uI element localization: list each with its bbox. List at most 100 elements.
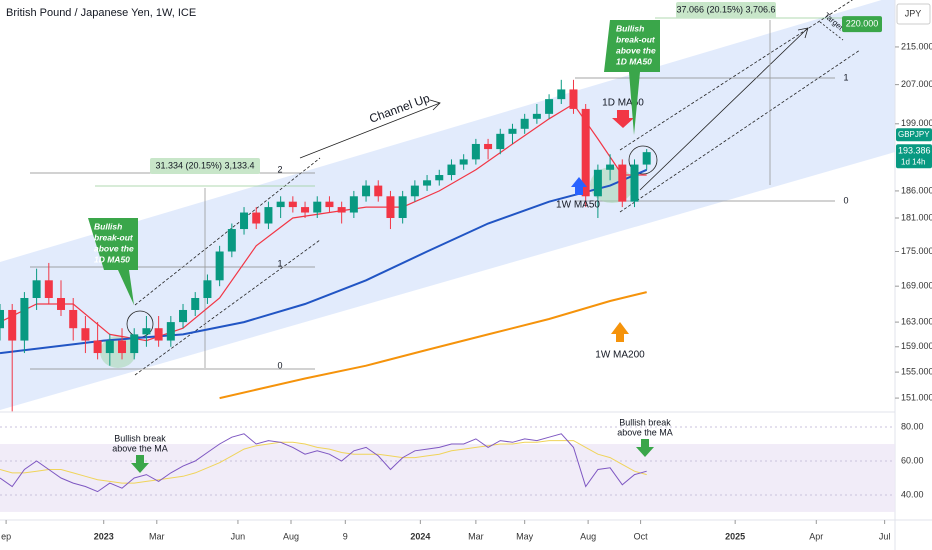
arrow-up	[611, 322, 629, 342]
candle-body	[349, 196, 358, 213]
candle-body	[252, 212, 261, 224]
y-tick-label: 186.000	[901, 185, 932, 195]
candle-body	[288, 201, 297, 208]
candle-body	[313, 201, 322, 213]
candle-body	[325, 201, 334, 208]
candle-body	[447, 164, 456, 176]
candle-body	[435, 175, 444, 181]
candle-body	[227, 229, 236, 252]
target-price: 220.000	[846, 18, 879, 28]
rsi-note: Bullish break	[619, 417, 671, 427]
candle-body	[0, 309, 4, 329]
candle-body	[215, 251, 224, 281]
x-tick-label: Aug	[580, 531, 596, 541]
x-tick-label: 2023	[94, 531, 114, 541]
fib-label: 2	[277, 164, 282, 174]
measure-label: 31.334 (20.15%) 3,133.4	[155, 160, 254, 170]
rsi-tick-label: 80.00	[901, 421, 924, 431]
channel-line	[619, 0, 853, 151]
chart-title: British Pound / Japanese Yen, 1W, ICE	[6, 7, 196, 19]
candle-body	[508, 128, 517, 134]
y-tick-label: 159.000	[901, 341, 932, 351]
ma-line	[0, 103, 647, 342]
callout-text: break-out	[94, 232, 134, 242]
fib-label: 1	[277, 258, 282, 268]
callout-text: break-out	[616, 34, 656, 44]
candle-body	[569, 89, 578, 109]
annotation: 1D MA50	[602, 98, 644, 109]
measure-box	[676, 2, 776, 18]
candle-body	[386, 196, 395, 219]
rsi-line	[0, 433, 647, 493]
rsi-note: Bullish break	[114, 433, 166, 443]
y-tick-label: 155.000	[901, 366, 932, 376]
x-tick-label: May	[516, 531, 534, 541]
candle-body	[276, 201, 285, 208]
candle-body	[520, 118, 529, 129]
candle-body	[130, 334, 139, 354]
candle-body	[410, 185, 419, 197]
x-tick-label: 2024	[410, 531, 430, 541]
candle-body	[459, 159, 468, 165]
candle-body	[32, 280, 41, 299]
arrow-head	[429, 99, 441, 111]
measure-box	[150, 158, 260, 174]
candle-body	[642, 152, 651, 165]
candle-body	[545, 99, 554, 114]
candle-body	[471, 143, 480, 160]
x-tick-label: 9	[343, 531, 348, 541]
rsi-ma-line	[0, 440, 647, 484]
candle-body	[57, 298, 66, 310]
y-tick-label: 163.000	[901, 316, 932, 326]
rsi-note: above the MA	[617, 427, 673, 437]
fib-label: 0	[843, 195, 848, 205]
annotation: 1W MA50	[556, 200, 600, 211]
candle-body	[630, 164, 639, 202]
callout-text: Bullish	[616, 23, 644, 33]
fib-label: 1	[843, 72, 848, 82]
candle-body	[581, 108, 590, 197]
channel-band	[0, 0, 895, 410]
y-tick-label: 175.000	[901, 246, 932, 256]
callout-text: Bullish	[94, 221, 122, 231]
candle-body	[93, 340, 102, 354]
candle-body	[69, 309, 78, 329]
projection-arrow	[639, 27, 809, 191]
annotation: 1W MA200	[595, 350, 645, 361]
channel-line	[134, 157, 321, 306]
symbol-box	[896, 128, 932, 142]
candle-body	[20, 298, 29, 341]
price-box	[896, 144, 932, 169]
x-tick-label: Mar	[149, 531, 165, 541]
x-tick-label: Jul	[879, 531, 891, 541]
candle-body	[606, 164, 615, 170]
rsi-note: above the MA	[112, 443, 168, 453]
candle-body	[240, 212, 249, 230]
candle-body	[8, 309, 17, 341]
candle-body	[166, 322, 175, 341]
callout-text: above the	[616, 45, 656, 55]
arrow-down	[636, 439, 654, 457]
y-tick-label: 169.000	[901, 281, 932, 291]
candle-body	[593, 169, 602, 197]
y-tick-label: 199.000	[901, 118, 932, 128]
symbol-label: GBPJPY	[898, 130, 930, 139]
candle-body	[301, 207, 310, 213]
channel-arrow	[299, 102, 441, 159]
candle-body	[496, 133, 505, 150]
candle-body	[362, 185, 371, 197]
rsi-band	[0, 444, 895, 512]
candle-body	[191, 298, 200, 310]
x-tick-label: Jun	[231, 531, 246, 541]
callout-text: 1D MA50	[94, 254, 130, 264]
candle-body	[81, 328, 90, 341]
candle-body	[618, 164, 627, 202]
target-box	[842, 16, 882, 33]
x-tick-label: Aug	[283, 531, 299, 541]
y-tick-label: 181.000	[901, 212, 932, 222]
fib-label: 0	[277, 360, 282, 370]
callout	[88, 218, 138, 305]
candle-body	[154, 328, 163, 341]
rsi-tick-label: 40.00	[901, 489, 924, 499]
